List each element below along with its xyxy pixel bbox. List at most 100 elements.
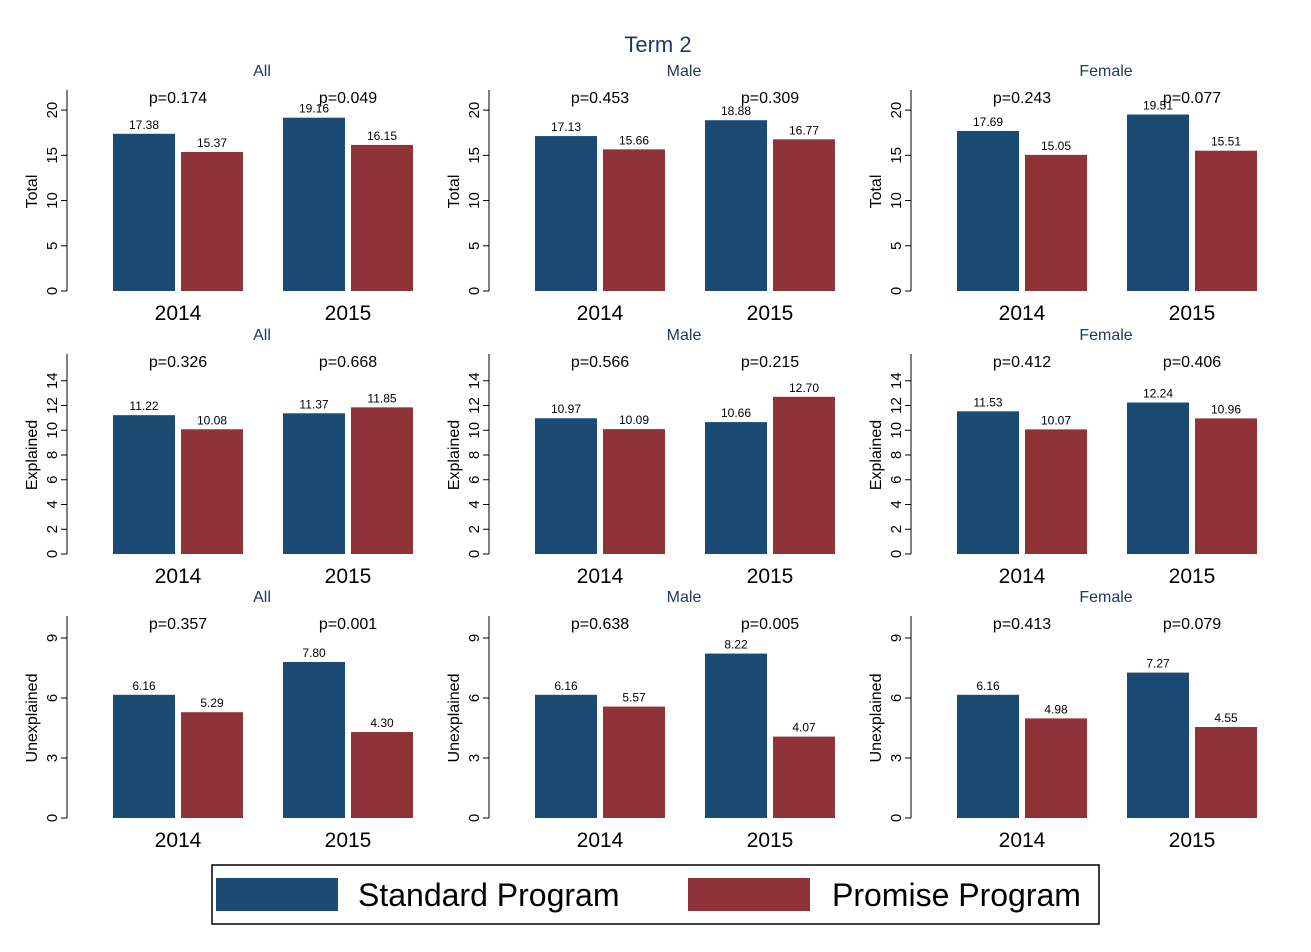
bar-standard [957, 130, 1019, 291]
y-tick-label: 15 [466, 147, 483, 164]
figure-title: Term 2 [624, 32, 691, 57]
bar-standard [957, 411, 1019, 554]
bar-standard [113, 133, 175, 291]
bar-value-label: 15.51 [1211, 135, 1241, 149]
bar-promise [1025, 154, 1087, 291]
y-tick-label: 10 [888, 192, 905, 209]
y-tick-label: 0 [466, 550, 483, 558]
p-value-label: p=0.001 [319, 616, 377, 633]
y-tick-label: 12 [888, 397, 905, 414]
bar-promise [181, 429, 243, 554]
legend-swatch-promise [688, 878, 810, 911]
chart-panel: Male 0 2 4 6 8 10 12 14 Explained 10.97 10.09 2014 p=… [446, 327, 835, 588]
bar-value-label: 11.37 [299, 397, 328, 411]
x-category-label: 2015 [1169, 565, 1216, 588]
bar-value-label: 11.22 [129, 399, 158, 413]
bar-standard [283, 413, 345, 554]
p-value-label: p=0.077 [1163, 90, 1221, 107]
chart-panels: All05101520Total17.3815.372014p=0.17419.… [24, 63, 1257, 852]
chart-panel: Female 0 5 10 15 20 Total 17.69 15.05 2014 p=0.243… [868, 63, 1257, 325]
y-tick-label: 9 [44, 634, 61, 642]
y-tick-label: 0 [888, 550, 905, 558]
bar-promise [1195, 150, 1257, 291]
bar-value-label: 19.16 [299, 102, 329, 116]
p-value-label: p=0.668 [319, 354, 377, 371]
x-category-label: 2015 [1169, 302, 1216, 325]
y-axis-label: Unexplained [446, 674, 463, 763]
y-axis-label: Explained [868, 420, 885, 490]
bar-standard [705, 422, 767, 554]
p-value-label: p=0.049 [319, 90, 377, 107]
bar-value-label: 15.05 [1041, 139, 1071, 153]
bar-value-label: 6.16 [554, 679, 578, 693]
panel-title: Female [1079, 63, 1132, 80]
y-tick-label: 10 [44, 192, 61, 209]
y-tick-label: 6 [888, 476, 905, 484]
x-category-label: 2015 [1169, 829, 1216, 852]
bar-value-label: 6.16 [976, 679, 1000, 693]
bar-value-label: 7.80 [302, 646, 326, 660]
y-tick-label: 8 [44, 451, 61, 459]
legend-box [211, 864, 1100, 925]
bar-promise [1025, 718, 1087, 818]
chart-panel: All 0 5 10 15 20 Total 17.38 15.37 2014 p=0.174 19.… [24, 63, 413, 325]
p-value-label: p=0.243 [993, 90, 1051, 107]
p-value-label: p=0.566 [571, 354, 629, 371]
bar-value-label: 19.51 [1143, 99, 1173, 113]
x-category-label: 2014 [155, 565, 202, 588]
y-tick-label: 5 [44, 242, 61, 250]
bar-standard [535, 694, 597, 818]
bar-standard [705, 120, 767, 291]
panel-title: All [253, 327, 271, 344]
chart-panel: Male 0 3 6 9 Unexplained 6.16 5.57 2014 p=0.638 8.… [446, 589, 835, 852]
chart-panel: Female 0 2 4 6 8 10 12 14 Explained 11.53 10.07 2014… [868, 327, 1257, 588]
bar-value-label: 18.88 [721, 104, 751, 118]
bar-value-label: 10.07 [1041, 413, 1071, 427]
p-value-label: p=0.413 [993, 616, 1051, 633]
y-tick-label: 6 [888, 694, 905, 702]
bar-value-label: 11.85 [367, 391, 396, 405]
y-tick-label: 0 [888, 287, 905, 295]
x-category-label: 2014 [155, 302, 202, 325]
bar-value-label: 4.98 [1044, 702, 1068, 716]
y-tick-label: 4 [888, 500, 905, 508]
panel-title: Female [1079, 327, 1132, 344]
y-tick-label: 5 [466, 242, 483, 250]
bar-promise [1195, 727, 1257, 818]
bar-promise [1195, 418, 1257, 554]
x-category-label: 2014 [155, 829, 202, 852]
panel-title: All [253, 63, 271, 80]
p-value-label: p=0.174 [149, 90, 207, 107]
bar-promise [181, 151, 243, 291]
bar-value-label: 7.27 [1146, 657, 1170, 671]
bar-value-label: 10.97 [551, 402, 581, 416]
y-tick-label: 0 [466, 814, 483, 822]
bar-value-label: 17.13 [551, 120, 581, 134]
y-axis-label: Total [446, 175, 463, 209]
y-tick-label: 14 [44, 372, 61, 389]
y-axis-label: Total [868, 175, 885, 209]
bar-value-label: 5.57 [622, 691, 646, 705]
bar-promise [351, 407, 413, 554]
y-tick-label: 15 [44, 147, 61, 164]
y-tick-label: 0 [44, 287, 61, 295]
y-tick-label: 0 [888, 814, 905, 822]
y-tick-label: 5 [888, 242, 905, 250]
y-axis-label: Explained [24, 420, 41, 490]
p-value-label: p=0.215 [741, 354, 799, 371]
bar-standard [957, 694, 1019, 818]
y-tick-label: 3 [466, 754, 483, 762]
y-tick-label: 3 [888, 754, 905, 762]
p-value-label: p=0.406 [1163, 354, 1221, 371]
y-tick-label: 10 [44, 422, 61, 439]
bar-value-label: 16.15 [367, 129, 397, 143]
y-axis-label: Unexplained [24, 674, 41, 763]
bar-standard [1127, 114, 1189, 291]
bar-promise [1025, 429, 1087, 554]
panel-title: Male [667, 589, 702, 606]
chart-panel: All 0 2 4 6 8 10 12 14 Explained 11.22 10.08 2014 p=0… [24, 327, 413, 588]
y-tick-label: 2 [466, 525, 483, 533]
bar-promise [181, 712, 243, 818]
x-category-label: 2014 [577, 302, 624, 325]
